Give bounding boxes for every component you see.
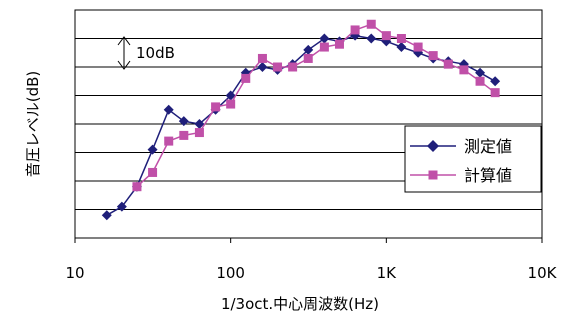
data-point — [490, 76, 501, 87]
data-point — [132, 182, 142, 192]
series-layer — [101, 19, 501, 221]
data-point — [179, 130, 189, 140]
data-point — [288, 62, 298, 72]
data-point — [211, 102, 221, 112]
data-point — [490, 88, 500, 98]
data-point — [194, 128, 204, 138]
data-point — [303, 53, 313, 63]
data-point — [459, 65, 469, 75]
legend-marker-measured — [427, 140, 439, 152]
series-calculated — [132, 19, 500, 192]
x-tick-labels: 10 100 1K 10K — [65, 264, 557, 282]
data-point — [178, 116, 189, 127]
scale-annotation-label: 10dB — [136, 44, 175, 62]
data-point — [101, 210, 112, 221]
y-axis-title: 音圧レベル(dB) — [24, 71, 42, 178]
data-point — [366, 19, 376, 29]
data-point — [350, 25, 360, 35]
data-point — [475, 76, 485, 86]
legend-item-measured: 測定値 — [410, 137, 512, 156]
data-point — [428, 51, 438, 61]
data-point — [241, 73, 251, 83]
data-point — [147, 144, 158, 155]
scale-arrow-top — [117, 36, 131, 46]
legend-box — [404, 125, 542, 193]
data-point — [319, 33, 330, 44]
data-point — [413, 42, 423, 52]
data-point — [257, 53, 267, 63]
plot-area — [74, 9, 543, 243]
x-tick-label: 10K — [528, 264, 558, 282]
data-point — [366, 33, 377, 44]
data-point — [163, 104, 174, 115]
data-point — [225, 90, 236, 101]
x-axis-title: 1/3oct.中心周波数(Hz) — [221, 295, 379, 313]
data-point — [303, 44, 314, 55]
data-point — [148, 167, 158, 177]
data-point — [396, 34, 406, 43]
data-point — [475, 67, 486, 78]
x-tick-label: 10 — [65, 264, 84, 282]
data-point — [381, 31, 391, 41]
data-point — [226, 99, 236, 109]
data-point — [443, 59, 453, 69]
data-point — [273, 62, 283, 72]
legend-label-calculated: 計算値 — [464, 166, 512, 185]
legend-label-measured: 測定値 — [464, 137, 512, 156]
scale-arrow-bottom — [117, 60, 131, 70]
x-tick-label: 1K — [377, 264, 398, 282]
data-point — [319, 42, 329, 52]
data-point — [116, 201, 127, 212]
scale-annotation: 10dB — [117, 36, 175, 70]
data-point — [194, 119, 205, 129]
data-point — [334, 39, 344, 49]
data-point — [396, 42, 407, 53]
legend-item-calculated: 計算値 — [410, 166, 512, 185]
legend: 測定値 計算値 — [404, 125, 542, 193]
data-point — [257, 62, 268, 72]
legend-marker-calculated — [428, 170, 438, 180]
data-point — [164, 136, 174, 146]
x-tick-label: 100 — [216, 264, 245, 282]
